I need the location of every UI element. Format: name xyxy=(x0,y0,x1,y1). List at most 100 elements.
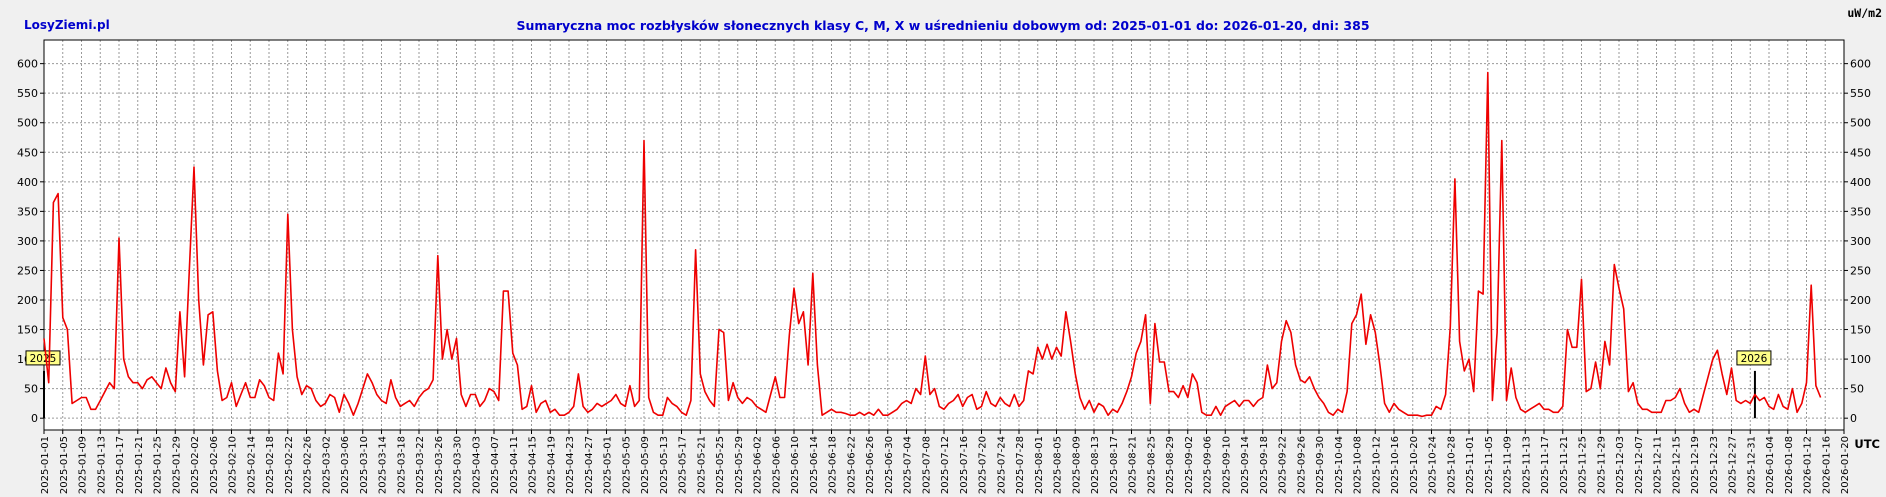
x-tick-label: 2025-03-22 xyxy=(415,436,426,494)
x-tick-label: 2025-03-30 xyxy=(453,436,464,494)
x-tick-label: 2025-06-10 xyxy=(790,436,801,494)
x-tick-label: 2025-08-17 xyxy=(1109,436,1120,494)
y-tick-label-left: 0 xyxy=(31,412,38,425)
y-tick-label-left: 500 xyxy=(17,117,38,130)
x-tick-label: 2025-06-14 xyxy=(809,436,820,494)
x-tick-label: 2025-04-27 xyxy=(584,436,595,494)
x-tick-label: 2025-01-13 xyxy=(96,436,107,494)
y-tick-label-left: 150 xyxy=(17,324,38,337)
x-tick-label: 2025-03-02 xyxy=(321,436,332,494)
y-tick-label-left: 250 xyxy=(17,264,38,277)
x-tick-label: 2025-08-25 xyxy=(1146,436,1157,494)
x-tick-label: 2025-09-10 xyxy=(1221,436,1232,494)
x-tick-label: 2025-07-08 xyxy=(921,436,932,494)
x-tick-label: 2025-07-24 xyxy=(996,436,1007,494)
x-tick-label: 2025-06-26 xyxy=(865,436,876,494)
x-tick-label: 2025-04-07 xyxy=(490,436,501,494)
x-tick-label: 2025-11-21 xyxy=(1559,436,1570,494)
x-tick-label: 2025-12-31 xyxy=(1746,436,1757,494)
x-tick-label: 2025-04-19 xyxy=(546,436,557,494)
y-tick-label-left: 300 xyxy=(17,235,38,248)
x-tick-label: 2025-10-24 xyxy=(1428,436,1439,494)
chart-title: Sumaryczna moc rozbłysków słonecznych kl… xyxy=(516,18,1370,33)
x-tick-label: 2025-08-13 xyxy=(1090,436,1101,494)
year-marker-box xyxy=(25,350,61,366)
y-tick-label-right: 400 xyxy=(1850,176,1871,189)
x-tick-label: 2025-01-01 xyxy=(40,436,51,494)
site-logo-text[interactable]: LosyZiemi.pl xyxy=(24,18,110,32)
x-tick-label: 2025-11-01 xyxy=(1465,436,1476,494)
x-tick-label: 2025-09-30 xyxy=(1315,436,1326,494)
x-tick-label: 2025-05-21 xyxy=(696,436,707,494)
y-tick-label-right: 550 xyxy=(1850,87,1871,100)
x-tick-label: 2025-07-12 xyxy=(940,436,951,494)
y-tick-label-right: 0 xyxy=(1850,412,1857,425)
year-marker-label: 2026 xyxy=(1741,353,1768,365)
x-tick-label: 2025-04-23 xyxy=(565,436,576,494)
x-tick-label: 2025-05-01 xyxy=(603,436,614,494)
x-tick-label: 2025-06-02 xyxy=(753,436,764,494)
y-tick-label-left: 50 xyxy=(24,383,38,396)
x-tick-label: 2025-02-26 xyxy=(303,436,314,494)
x-tick-label: 2025-08-05 xyxy=(1053,436,1064,494)
x-tick-label: 2025-09-14 xyxy=(1240,436,1251,494)
x-tick-label: 2025-01-25 xyxy=(153,436,164,494)
x-tick-label: 2025-12-07 xyxy=(1634,436,1645,494)
x-tick-label: 2025-12-19 xyxy=(1690,436,1701,494)
y-tick-label-right: 300 xyxy=(1850,235,1871,248)
x-tick-label: 2025-02-14 xyxy=(246,436,257,494)
x-tick-label: 2025-09-18 xyxy=(1259,436,1270,494)
x-tick-label: 2025-05-25 xyxy=(715,436,726,494)
y-tick-label-left: 550 xyxy=(17,87,38,100)
x-tick-label: 2026-01-20 xyxy=(1840,436,1851,494)
x-tick-label: 2025-09-22 xyxy=(1278,436,1289,494)
x-tick-label: 2025-06-22 xyxy=(846,436,857,494)
y-tick-label-right: 600 xyxy=(1850,58,1871,71)
x-tick-label: 2025-02-18 xyxy=(265,436,276,494)
x-tick-label: 2025-05-09 xyxy=(640,436,651,494)
x-axis-utc-label: UTC xyxy=(1854,437,1880,451)
x-tick-label: 2025-12-23 xyxy=(1709,436,1720,494)
y-tick-label-left: 400 xyxy=(17,176,38,189)
y-tick-label-right: 450 xyxy=(1850,146,1871,159)
x-tick-label: 2025-05-13 xyxy=(659,436,670,494)
x-tick-label: 2025-10-20 xyxy=(1409,436,1420,494)
x-tick-label: 2025-12-27 xyxy=(1728,436,1739,494)
x-tick-label: 2026-01-04 xyxy=(1765,436,1776,494)
x-tick-label: 2025-08-21 xyxy=(1128,436,1139,494)
x-tick-label: 2026-01-12 xyxy=(1803,436,1814,494)
x-tick-label: 2025-07-20 xyxy=(978,436,989,494)
y-tick-label-left: 450 xyxy=(17,146,38,159)
x-tick-label: 2025-03-06 xyxy=(340,436,351,494)
x-tick-label: 2025-03-14 xyxy=(378,436,389,494)
x-tick-label: 2025-08-29 xyxy=(1165,436,1176,494)
x-tick-label: 2025-06-18 xyxy=(828,436,839,494)
x-tick-label: 2025-09-26 xyxy=(1296,436,1307,494)
x-tick-label: 2025-02-10 xyxy=(228,436,239,494)
x-tick-label: 2025-11-13 xyxy=(1521,436,1532,494)
year-marker-label: 2025 xyxy=(30,353,57,365)
plot-area xyxy=(44,40,1844,430)
y-tick-label-left: 600 xyxy=(17,58,38,71)
y-tick-label-right: 250 xyxy=(1850,264,1871,277)
y-tick-label-right: 500 xyxy=(1850,117,1871,130)
x-tick-label: 2025-04-15 xyxy=(528,436,539,494)
x-tick-label: 2025-10-08 xyxy=(1353,436,1364,494)
y-tick-label-right: 100 xyxy=(1850,353,1871,366)
y-tick-label-right: 150 xyxy=(1850,324,1871,337)
x-tick-label: 2025-09-06 xyxy=(1203,436,1214,494)
x-tick-label: 2025-11-17 xyxy=(1540,436,1551,494)
series-line xyxy=(43,71,1822,418)
x-tick-label: 2025-02-02 xyxy=(190,436,201,494)
y-axis-unit-label: uW/m2 xyxy=(1847,6,1882,20)
x-tick-label: 2025-06-06 xyxy=(771,436,782,494)
x-tick-label: 2026-01-16 xyxy=(1821,436,1832,494)
x-tick-label: 2025-01-17 xyxy=(115,436,126,494)
year-marker-box xyxy=(1736,350,1772,366)
plot-frame xyxy=(43,39,1845,431)
x-tick-label: 2026-01-08 xyxy=(1784,436,1795,494)
x-tick-label: 2025-01-09 xyxy=(78,436,89,494)
x-tick-label: 2025-12-03 xyxy=(1615,436,1626,494)
x-tick-label: 2025-01-29 xyxy=(171,436,182,494)
